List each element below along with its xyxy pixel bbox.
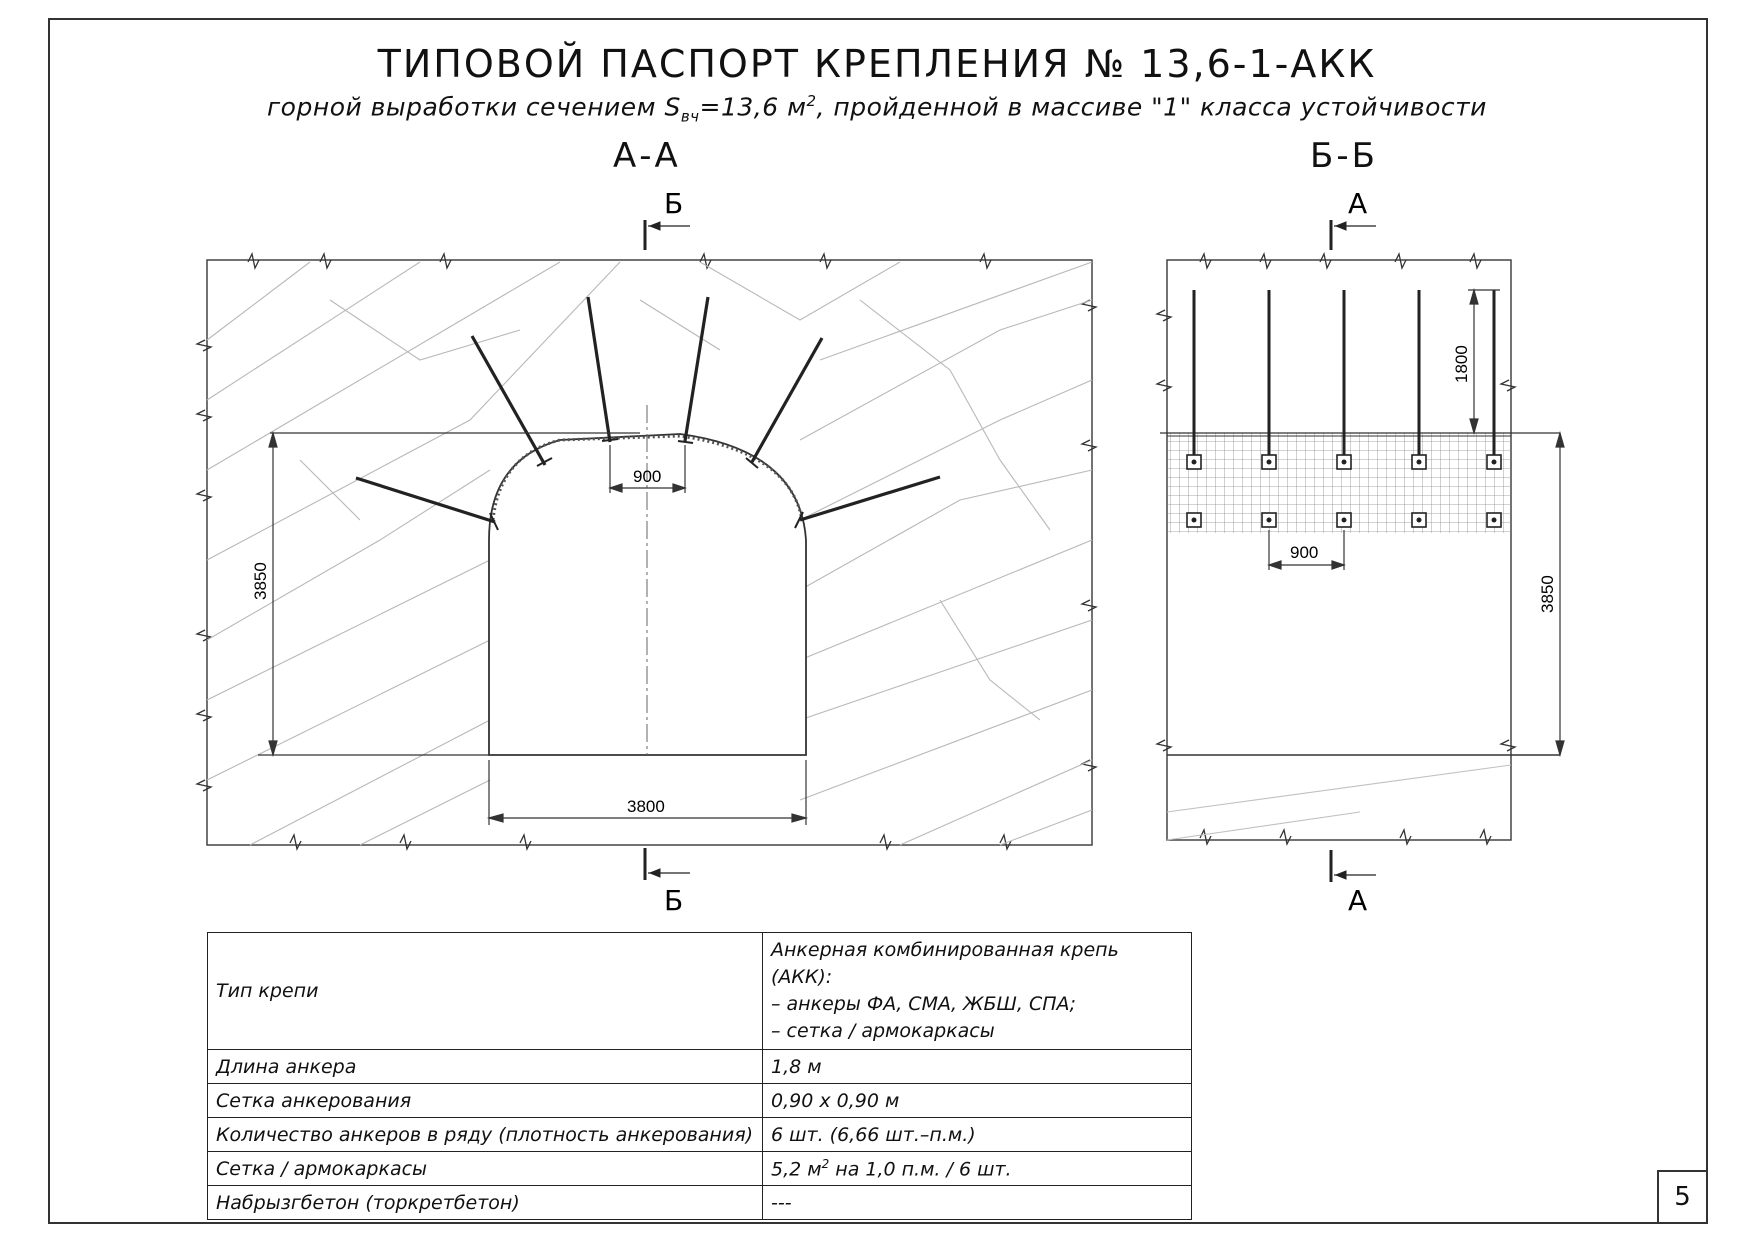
bb-anchors	[1192, 290, 1496, 455]
section-aa-label: А-А	[613, 136, 681, 176]
bb-rock-boundary	[1166, 259, 1512, 841]
spec-param: Набрызгбетон (торкретбетон)	[207, 1185, 763, 1220]
spec-param: Тип крепи	[207, 932, 763, 1050]
spec-value-post: на 1,0 п.м. / 6 шт.	[829, 1158, 1012, 1181]
spec-value-pre: 5,2 м	[771, 1158, 822, 1181]
spec-value: ---	[762, 1185, 1192, 1220]
spec-param: Количество анкеров в ряду (плотность анк…	[207, 1117, 763, 1152]
bb-dim-spacing: 900	[1290, 543, 1318, 562]
bb-plate-dots	[1191, 459, 1497, 523]
aa-cut-markers	[643, 220, 690, 880]
aa-rock-strata	[206, 261, 1093, 846]
bb-dimensions	[1267, 287, 1565, 758]
subtitle-suffix: , пройденной в массиве "1" класса устойч…	[816, 92, 1487, 122]
page-title: ТИПОВОЙ ПАСПОРТ КРЕПЛЕНИЯ № 13,6-1-АКК	[377, 42, 1377, 86]
subtitle-mid: =13,6 м	[699, 92, 807, 122]
spec-value: 6 шт. (6,66 шт.–п.м.)	[762, 1117, 1192, 1152]
section-bb-label: Б-Б	[1310, 136, 1378, 176]
spec-value: 5,2 м2 на 1,0 п.м. / 6 шт.	[762, 1151, 1192, 1186]
section-bb-drawing: 1800 3850 900 А А	[1155, 187, 1565, 917]
aa-dim-spacing: 900	[633, 467, 661, 486]
bb-dim-anchor-length: 1800	[1452, 345, 1471, 383]
bb-cut-markers	[1329, 220, 1376, 882]
bb-cut-bottom-label: А	[1348, 884, 1367, 917]
subtitle-sup: 2	[806, 92, 817, 110]
aa-anchor-plates	[489, 438, 804, 531]
spec-value: Анкерная комбинированная крепь (АКК): – …	[762, 932, 1192, 1050]
bb-rock-strata	[1166, 764, 1512, 841]
table-row: Тип крепи Анкерная комбинированная крепь…	[207, 932, 1192, 1050]
table-row: Набрызгбетон (торкретбетон) ---	[207, 1185, 1192, 1220]
bb-cut-top-label: А	[1348, 187, 1367, 220]
spec-value-line: – анкеры ФА, СМА, ЖБШ, СПА;	[771, 993, 1076, 1015]
aa-anchor	[355, 476, 496, 524]
aa-anchor	[750, 337, 824, 463]
spec-value-line: – сетка / армокаркасы	[771, 1020, 995, 1042]
aa-anchors	[355, 296, 941, 524]
aa-break-marks	[195, 252, 1098, 851]
table-row: Сетка / армокаркасы 5,2 м2 на 1,0 п.м. /…	[207, 1151, 1192, 1186]
page-subtitle: горной выработки сечением Sвч=13,6 м2, п…	[0, 92, 1754, 125]
spec-value: 1,8 м	[762, 1049, 1192, 1084]
spec-value-sup: 2	[821, 1156, 830, 1171]
table-row: Сетка анкерования 0,90 х 0,90 м	[207, 1083, 1192, 1118]
aa-anchor	[683, 296, 710, 442]
spec-param: Сетка / армокаркасы	[207, 1151, 763, 1186]
aa-dimensions	[258, 430, 809, 825]
spec-value-line: Анкерная комбинированная крепь (АКК):	[771, 939, 1119, 988]
drawing-frame	[48, 18, 1708, 1224]
section-aa-drawing: 3850 3800 900 Б Б	[195, 187, 1098, 917]
page-number: 5	[1657, 1170, 1708, 1224]
aa-dim-height: 3850	[251, 562, 270, 600]
subtitle-sub: вч	[680, 107, 700, 126]
aa-anchor	[470, 335, 547, 466]
table-row: Длина анкера 1,8 м	[207, 1049, 1192, 1084]
spec-param: Сетка анкерования	[207, 1083, 763, 1118]
spec-value: 0,90 х 0,90 м	[762, 1083, 1192, 1118]
aa-cut-top-label: Б	[664, 187, 683, 220]
table-row: Количество анкеров в ряду (плотность анк…	[207, 1117, 1192, 1152]
aa-anchor	[586, 296, 612, 443]
subtitle-prefix: горной выработки сечением S	[267, 92, 681, 122]
bb-break-marks	[1155, 252, 1517, 846]
aa-rock-boundary	[206, 259, 1093, 846]
spec-param: Длина анкера	[207, 1049, 763, 1084]
aa-dim-width: 3800	[627, 797, 665, 816]
bb-dim-height: 3850	[1538, 575, 1557, 613]
aa-anchor	[799, 475, 941, 522]
specification-table: Тип крепи Анкерная комбинированная крепь…	[207, 932, 1192, 1220]
aa-cut-bottom-label: Б	[664, 884, 683, 917]
